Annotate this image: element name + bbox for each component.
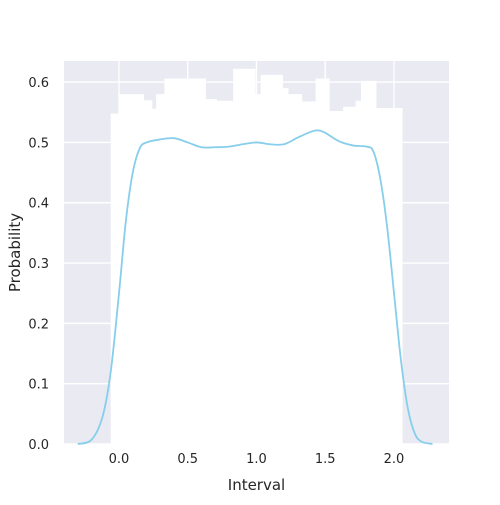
histogram-bar <box>119 94 132 445</box>
histogram-bar <box>152 108 157 445</box>
histogram-bar <box>164 78 186 445</box>
histogram-bar <box>156 94 165 445</box>
histogram-bar <box>355 100 362 445</box>
x-tick-label: 1.5 <box>315 452 336 467</box>
y-tick-label: 0.5 <box>28 136 49 151</box>
histogram-bar <box>205 98 217 445</box>
x-tick-label: 0.5 <box>177 452 198 467</box>
histogram-bar <box>288 94 303 445</box>
histogram-bar <box>301 101 316 445</box>
histogram-bar <box>329 111 344 445</box>
histogram-bar <box>216 100 234 445</box>
histogram-bar <box>315 78 330 445</box>
histogram-bar <box>282 88 289 445</box>
histogram-bar <box>131 94 145 445</box>
histogram-bar <box>110 113 120 445</box>
histogram-bars <box>110 68 403 445</box>
kde-line <box>77 129 433 445</box>
y-tick-label: 0.2 <box>28 317 49 332</box>
x-tick-labels: 0.0 0.5 1.0 1.5 2.0 <box>109 452 405 467</box>
histogram-bar <box>376 108 403 445</box>
y-tick-label: 0.0 <box>28 438 49 453</box>
histogram-bar <box>255 94 261 445</box>
y-tick-label: 0.6 <box>28 76 49 91</box>
y-tick-label: 0.3 <box>28 257 49 272</box>
y-tick-label: 0.1 <box>28 378 49 393</box>
histogram-bar <box>260 74 283 445</box>
y-tick-label: 0.4 <box>28 197 49 212</box>
x-tick-label: 1.0 <box>246 452 267 467</box>
y-axis-label: Probability <box>6 213 24 292</box>
histogram-bar <box>143 100 153 445</box>
x-axis-label: Interval <box>228 476 285 494</box>
y-tick-labels: 0.0 0.1 0.2 0.3 0.4 0.5 0.6 <box>28 76 49 453</box>
histogram-bar <box>343 106 356 445</box>
x-tick-label: 0.0 <box>109 452 130 467</box>
histogram-bar <box>233 68 256 444</box>
x-tick-label: 2.0 <box>384 452 405 467</box>
histogram-bar <box>185 78 206 445</box>
histogram-bar <box>361 80 377 445</box>
